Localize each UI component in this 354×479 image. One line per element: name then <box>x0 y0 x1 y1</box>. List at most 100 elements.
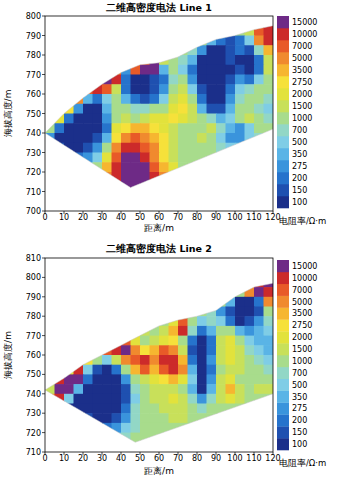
cell <box>207 45 217 55</box>
colorbar-title: 电阻率/Ω·m <box>279 458 326 468</box>
cell <box>74 114 84 124</box>
cell <box>254 374 264 384</box>
colorbar-label: 15000 <box>292 18 317 27</box>
colorbar-band <box>277 367 289 379</box>
cell <box>121 75 131 85</box>
cell <box>254 133 264 143</box>
cell <box>159 423 169 433</box>
cell <box>131 143 141 153</box>
cell <box>226 84 236 94</box>
cell <box>245 374 255 384</box>
cell <box>102 172 112 182</box>
cell <box>235 84 245 94</box>
cell <box>178 355 188 365</box>
cell <box>207 326 217 336</box>
cell <box>150 114 160 124</box>
cell <box>140 123 150 133</box>
y-tick-label: 730 <box>26 409 41 418</box>
colorbar-band <box>277 160 289 172</box>
cell <box>226 65 236 75</box>
y-tick <box>42 258 45 259</box>
cell <box>121 133 131 143</box>
cell <box>207 413 217 423</box>
colorbar-label: 7000 <box>292 42 312 51</box>
cell <box>197 114 207 124</box>
cell <box>112 133 122 143</box>
cell <box>150 374 160 384</box>
cell <box>55 123 65 133</box>
title: 二维高密度电法 Line 2 <box>106 243 212 254</box>
y-tick-label: 790 <box>26 293 41 302</box>
cell <box>264 326 274 336</box>
cell <box>102 84 112 94</box>
cell <box>235 307 245 317</box>
cell <box>64 365 74 375</box>
cell <box>150 326 160 336</box>
cell <box>226 365 236 375</box>
y-tick-label: 730 <box>26 149 41 158</box>
colorbar-band <box>277 40 289 52</box>
cell <box>169 65 179 75</box>
y-tick-label: 770 <box>26 332 41 341</box>
colorbar-label: 3500 <box>292 66 312 75</box>
cell <box>140 162 150 172</box>
cell <box>254 104 264 114</box>
cell <box>159 413 169 423</box>
colorbar-label: 10000 <box>292 30 317 39</box>
cell <box>93 423 103 433</box>
cell <box>188 55 198 65</box>
cell <box>112 153 122 163</box>
colorbar-band <box>277 355 289 367</box>
colorbar-band <box>277 426 289 438</box>
colorbar-label: 100 <box>292 440 307 449</box>
cell <box>140 345 150 355</box>
colorbar-band <box>277 438 289 450</box>
y-tick <box>42 94 45 95</box>
cell <box>131 133 141 143</box>
cell <box>264 55 274 65</box>
y-tick <box>42 172 45 173</box>
cell <box>178 326 188 336</box>
cell <box>216 55 226 65</box>
colorbar-title: 电阻率/Ω·m <box>279 216 326 226</box>
y-label: 海拔高度/m <box>3 331 13 379</box>
cell <box>188 65 198 75</box>
cell <box>245 55 255 65</box>
y-label: 海拔高度/m <box>3 90 13 138</box>
cell <box>235 404 245 414</box>
cell <box>93 404 103 414</box>
cell <box>131 336 141 346</box>
y-tick <box>42 316 45 317</box>
cell <box>169 75 179 85</box>
cell <box>150 65 160 75</box>
cell <box>159 326 169 336</box>
cell <box>188 123 198 133</box>
cell <box>264 114 274 124</box>
section <box>45 26 273 192</box>
cell <box>112 123 122 133</box>
cell <box>235 55 245 65</box>
cell <box>121 104 131 114</box>
section <box>45 277 273 443</box>
cell <box>235 374 245 384</box>
cell <box>140 133 150 143</box>
y-tick <box>42 113 45 114</box>
cell <box>150 336 160 346</box>
colorbar-band <box>277 296 289 308</box>
cell <box>131 153 141 163</box>
x-tick-label: 10 <box>59 454 69 463</box>
cell <box>131 65 141 75</box>
cell <box>159 123 169 133</box>
cell <box>178 94 188 104</box>
cell <box>245 123 255 133</box>
cell <box>216 345 226 355</box>
cell <box>159 143 169 153</box>
y-tick <box>42 211 45 212</box>
cell <box>140 75 150 85</box>
cell <box>169 153 179 163</box>
cell <box>159 94 169 104</box>
cell <box>140 172 150 182</box>
cell <box>188 394 198 404</box>
colorbar-label: 700 <box>292 126 307 135</box>
cell <box>112 84 122 94</box>
